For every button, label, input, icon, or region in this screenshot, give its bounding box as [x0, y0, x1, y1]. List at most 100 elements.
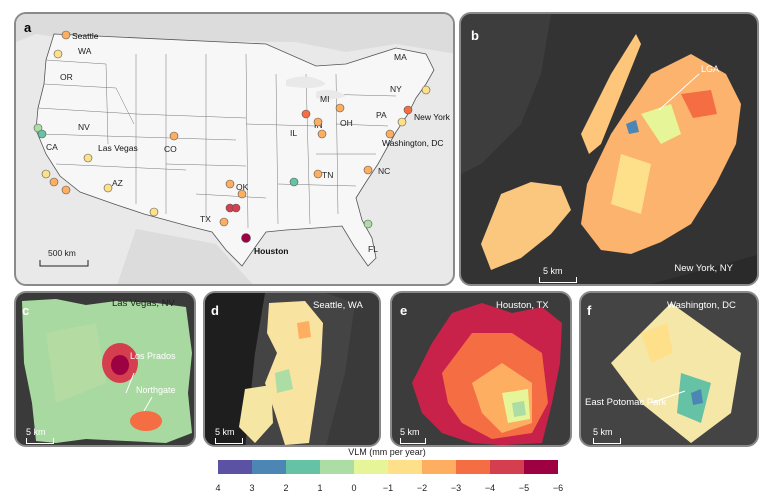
legend-tick-label: −2: [416, 483, 428, 493]
panel-label-f: f: [587, 303, 592, 318]
state-label-tx: TX: [200, 214, 211, 224]
city-point: [103, 183, 113, 193]
hotspot-northgate: [130, 411, 162, 431]
city-label-seattle: Seattle: [72, 31, 99, 41]
state-label-pa: PA: [376, 110, 387, 120]
panel-f-washington: f Washington, DC East Potomac Park 5 km: [579, 291, 759, 447]
legend-color-cell: [252, 460, 286, 474]
state-label-wa: WA: [78, 46, 92, 56]
scale-bar-b: [539, 277, 577, 283]
city-point: [397, 117, 407, 127]
washington-area: [611, 303, 741, 443]
city-label-las-vegas: Las Vegas: [98, 143, 138, 153]
city-point: [231, 203, 241, 213]
panel-label-e: e: [400, 303, 408, 318]
scale-bar-d: [215, 438, 243, 444]
panel-d-seattle: d Seattle, WA 5 km: [203, 291, 381, 447]
city-point: [313, 169, 323, 179]
new-york-map-svg: LGA: [461, 14, 757, 284]
city-label-washington: Washington, DC: [382, 138, 444, 148]
legend-tick-label: 0: [351, 483, 357, 493]
panel-label-b: b: [471, 28, 479, 43]
state-label-nv: NV: [78, 122, 90, 132]
city-point: [363, 219, 373, 229]
city-point: [237, 189, 247, 199]
annotation-northgate: Northgate: [136, 385, 176, 395]
city-point: [313, 117, 323, 127]
us-landmass: [35, 33, 435, 267]
state-label-nc: NC: [378, 166, 390, 176]
legend-color-cell: [218, 460, 252, 474]
state-label-mi: MI: [320, 94, 329, 104]
state-label-fl: FL: [368, 244, 378, 254]
city-point: [49, 177, 59, 187]
scale-bar-e: [400, 438, 426, 444]
panel-a-us-map: WA OR NV CA AZ CO TX OK IL IN MI OH TN N…: [14, 12, 455, 286]
panel-title-d: Seattle, WA: [313, 300, 363, 311]
state-label-tn: TN: [322, 170, 333, 180]
panel-title-b: New York, NY: [674, 263, 733, 274]
vlm-legend: VLM (mm per year) 4 3 2 1 0 −1 −2 −3 −4 −5 −6: [212, 447, 563, 501]
legend-tick-label: 4: [215, 483, 221, 493]
city-point: [225, 179, 235, 189]
legend-color-cell: [354, 460, 388, 474]
annotation-los-prados: Los Prados: [130, 351, 176, 361]
legend-title: VLM (mm per year): [348, 447, 426, 457]
city-point: [61, 30, 71, 40]
annotation-lga: LGA: [701, 64, 719, 74]
city-point: [301, 109, 311, 119]
panel-title-f: Washington, DC: [667, 300, 736, 311]
staten-island-area: [481, 182, 571, 270]
queens-brooklyn-area: [581, 54, 741, 254]
scale-label-a: 500 km: [48, 248, 76, 258]
legend-tick-label: 1: [317, 483, 323, 493]
scale-label-c: 5 km: [26, 427, 46, 437]
city-point: [421, 85, 431, 95]
city-point: [37, 129, 47, 139]
city-point: [335, 103, 345, 113]
city-point: [169, 131, 179, 141]
state-label-il: IL: [290, 128, 297, 138]
state-label-ma: MA: [394, 52, 407, 62]
state-label-oh: OH: [340, 118, 353, 128]
city-point: [363, 165, 373, 175]
state-label-az: AZ: [112, 178, 123, 188]
legend-tick-label: −4: [484, 483, 496, 493]
legend-color-cell: [388, 460, 422, 474]
city-point: [61, 185, 71, 195]
state-label-ny: NY: [390, 84, 402, 94]
seattle-area: [265, 301, 323, 445]
scale-label-f: 5 km: [593, 427, 613, 437]
city-point: [53, 49, 63, 59]
legend-tick-label: −3: [450, 483, 462, 493]
panel-title-e: Houston, TX: [496, 300, 549, 311]
city-point: [219, 217, 229, 227]
city-point: [41, 169, 51, 179]
legend-color-cell: [320, 460, 354, 474]
state-label-co: CO: [164, 144, 177, 154]
seattle-map-svg: [205, 293, 379, 445]
city-point: [289, 177, 299, 187]
city-point: [33, 123, 43, 133]
legend-tick-label: −1: [382, 483, 394, 493]
legend-tick-label: −6: [552, 483, 564, 493]
scale-label-e: 5 km: [400, 427, 420, 437]
scale-label-b: 5 km: [543, 266, 563, 276]
state-label-ca: CA: [46, 142, 58, 152]
city-point: [241, 233, 251, 243]
scale-bar-a: [39, 260, 89, 267]
legend-tick-label: 2: [283, 483, 289, 493]
city-point: [317, 129, 327, 139]
panel-label-d: d: [211, 303, 219, 318]
legend-color-cell: [456, 460, 490, 474]
houston-map-svg: [412, 303, 562, 445]
city-point: [149, 207, 159, 217]
panel-c-las-vegas: Los Prados Northgate c Las Vegas, NV 5 k…: [14, 291, 196, 447]
legend-color-cell: [524, 460, 558, 474]
city-label-houston: Houston: [254, 246, 288, 256]
panel-e-houston: e Houston, TX 5 km: [390, 291, 572, 447]
scale-bar-f: [593, 438, 621, 444]
legend-color-cell: [422, 460, 456, 474]
panel-title-c: Las Vegas, NV: [112, 298, 175, 309]
annotation-east-potomac-park: East Potomac Park: [585, 397, 667, 408]
